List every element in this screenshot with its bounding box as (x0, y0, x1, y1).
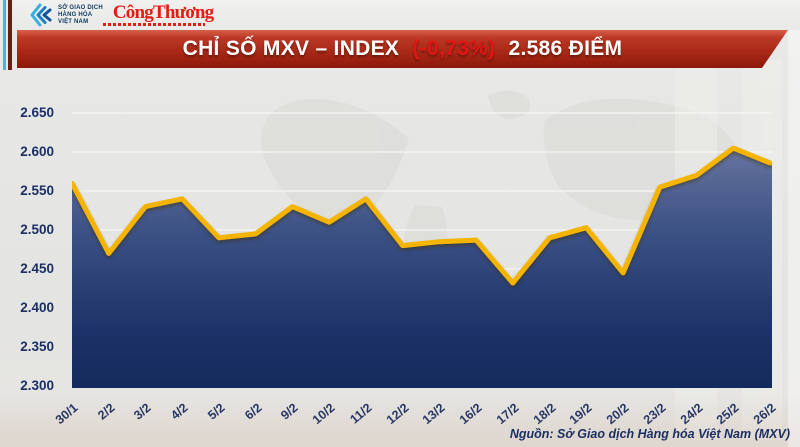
maroon-edge-stripe (8, 0, 12, 70)
mxv-logo: SỞ GIAO DỊCH HÀNG HÓA VIỆT NAM (30, 3, 103, 27)
y-axis-label: 2.650 (20, 105, 54, 120)
y-axis-label: 2.300 (20, 378, 54, 393)
header-strip: SỞ GIAO DỊCH HÀNG HÓA VIỆT NAM CôngThươn… (13, 0, 800, 30)
photo-collage-tint (0, 392, 800, 447)
area-fill (72, 148, 772, 388)
title-banner: CHỈ SỐ MXV – INDEX (-0,73%) 2.586 ĐIỂM (17, 30, 788, 68)
y-axis-label: 2.450 (20, 261, 54, 276)
index-area-chart (72, 112, 772, 388)
congthuong-tagline (102, 23, 205, 26)
source-credit: Nguồn: Sở Giao dịch Hàng hóa Việt Nam (M… (509, 427, 790, 441)
y-axis-label: 2.400 (20, 300, 54, 315)
y-axis-label: 2.500 (20, 222, 54, 237)
mxv-logo-line1: SỞ GIAO DỊCH (58, 4, 103, 11)
y-axis-label: 2.600 (20, 144, 54, 159)
cyan-edge-stripe (3, 0, 6, 70)
mxv-logo-text: SỞ GIAO DỊCH HÀNG HÓA VIỆT NAM (58, 5, 103, 26)
congthuong-logo: CôngThương (102, 2, 214, 26)
y-axis-labels: 2.650 2.600 2.550 2.500 2.450 2.400 2.350 2.300 (0, 105, 62, 395)
chart-title: CHỈ SỐ MXV – INDEX (-0,73%) 2.586 ĐIỂM (183, 37, 623, 61)
y-axis-label: 2.350 (20, 339, 54, 354)
mxv-logo-line3: VIỆT NAM (58, 18, 89, 25)
congthuong-wordmark: CôngThương (112, 2, 214, 23)
title-prefix: CHỈ SỐ MXV – INDEX (182, 37, 400, 60)
y-axis-label: 2.550 (20, 183, 54, 198)
index-line (72, 145, 772, 286)
mxv-logo-line2: HÀNG HÓA (58, 11, 93, 18)
mxv-chevron-icon (30, 3, 52, 27)
title-change-percent: (-0,73%) (412, 37, 496, 60)
title-points: 2.586 ĐIỂM (508, 37, 623, 60)
right-margin-band (788, 0, 800, 447)
